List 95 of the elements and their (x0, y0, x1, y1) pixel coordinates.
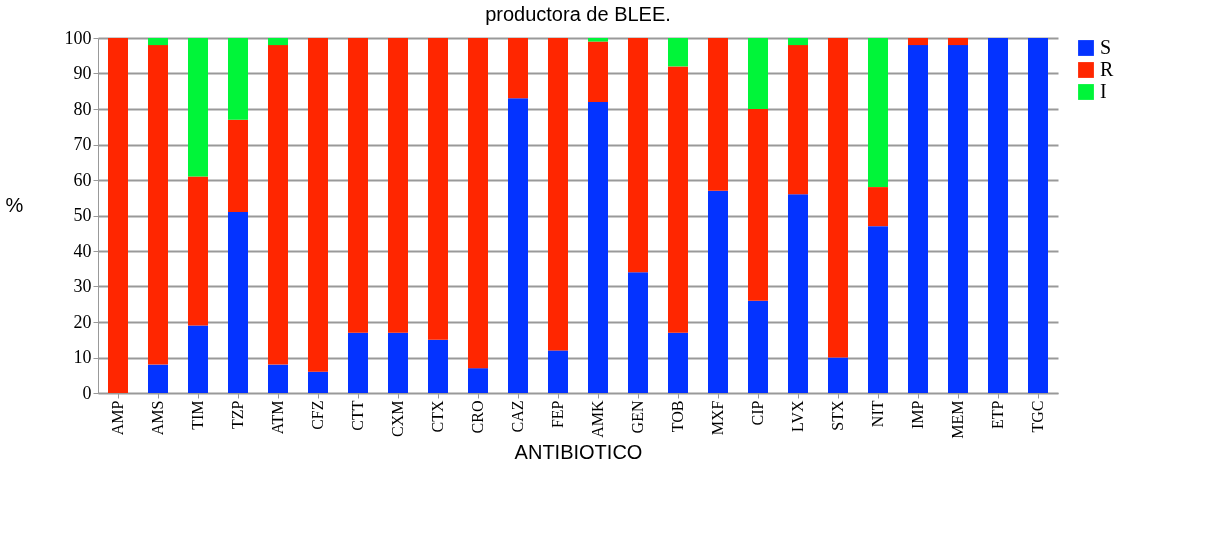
bar (828, 38, 848, 358)
x-tick-label: AMK (589, 400, 606, 438)
x-tick-label: CFZ (309, 400, 326, 430)
bar (948, 45, 968, 393)
bar (748, 300, 768, 393)
bar (228, 38, 248, 120)
bar (868, 38, 888, 188)
y-tick-label: 0 (82, 382, 92, 403)
y-tick-label: 60 (73, 169, 92, 190)
y-tick-label: 100 (64, 27, 92, 48)
x-tick-label: STX (829, 400, 846, 431)
x-tick-label: CTX (429, 400, 446, 433)
bar (188, 325, 208, 393)
bar (748, 109, 768, 301)
bar (908, 38, 928, 46)
x-tick-label: CTT (349, 400, 366, 431)
x-tick-label: AMS (149, 400, 166, 436)
bar (188, 176, 208, 326)
y-tick-label: 50 (73, 205, 92, 225)
bar (868, 226, 888, 393)
bar (468, 38, 488, 369)
bar (308, 38, 328, 372)
bar (188, 38, 208, 177)
bar (788, 45, 808, 195)
y-tick-label: 30 (73, 276, 92, 296)
bar (268, 364, 288, 393)
x-tick-label: ETP (989, 400, 1006, 429)
bar (828, 357, 848, 393)
bar (108, 38, 128, 393)
bar (508, 98, 528, 393)
bar (428, 339, 448, 393)
y-axis-title: % (5, 194, 24, 216)
bar (748, 38, 768, 109)
chart-title: productora de BLEE. (485, 3, 671, 25)
y-tick-label: 80 (73, 98, 92, 119)
x-tick-label: TZP (229, 400, 246, 429)
bar (268, 45, 288, 365)
x-tick-label: CIP (749, 400, 766, 426)
bar (348, 38, 368, 333)
bar (388, 332, 408, 393)
x-tick-label: MXF (709, 400, 726, 436)
y-tick-label: 10 (73, 347, 92, 367)
x-tick-label: ATM (269, 400, 286, 435)
x-tick-label: GEN (629, 400, 646, 434)
bar (668, 332, 688, 393)
bar (228, 211, 248, 393)
x-tick-label: TOB (669, 400, 686, 433)
x-tick-label: TIM (189, 400, 206, 430)
bar (308, 371, 328, 393)
bar (1028, 38, 1048, 393)
x-tick-label: NIT (869, 400, 886, 428)
bar (548, 350, 568, 393)
x-tick-label: FEP (549, 400, 566, 429)
bar (548, 38, 568, 351)
x-tick-label: MEM (949, 400, 966, 439)
bar (628, 38, 648, 273)
bar (988, 38, 1008, 393)
bar (868, 187, 888, 227)
y-tick-label: 70 (73, 134, 92, 154)
bar (708, 38, 728, 191)
bar (588, 38, 608, 42)
legend-label: R (1100, 58, 1114, 80)
bar (148, 364, 168, 393)
y-tick-label: 40 (73, 240, 92, 261)
y-tick-label: 90 (73, 63, 92, 83)
bar (908, 45, 928, 393)
bar (788, 194, 808, 393)
x-axis-title: ANTIBIOTICO (514, 440, 643, 463)
legend-label: I (1100, 80, 1107, 102)
legend-label: S (1100, 36, 1112, 58)
bar (668, 66, 688, 333)
bar (948, 38, 968, 46)
bar (668, 38, 688, 67)
bar (468, 368, 488, 393)
bar (588, 41, 608, 102)
x-tick-label: CRO (469, 400, 486, 434)
y-tick-label: 20 (73, 311, 92, 332)
bar (148, 45, 168, 365)
bar (268, 38, 288, 46)
bar (348, 332, 368, 393)
bar (228, 119, 248, 212)
bar (788, 38, 808, 46)
x-tick-label: AMP (109, 400, 126, 436)
bar (588, 101, 608, 393)
x-tick-label: IMP (909, 400, 926, 429)
bar (628, 272, 648, 393)
bar (428, 38, 448, 340)
x-tick-label: LVX (789, 400, 806, 432)
x-tick-label: CXM (389, 400, 406, 437)
bar (388, 38, 408, 333)
bar (708, 190, 728, 393)
bar (508, 38, 528, 99)
x-tick-label: TGC (1029, 400, 1046, 433)
x-tick-label: CAZ (509, 400, 526, 433)
bar (148, 38, 168, 46)
